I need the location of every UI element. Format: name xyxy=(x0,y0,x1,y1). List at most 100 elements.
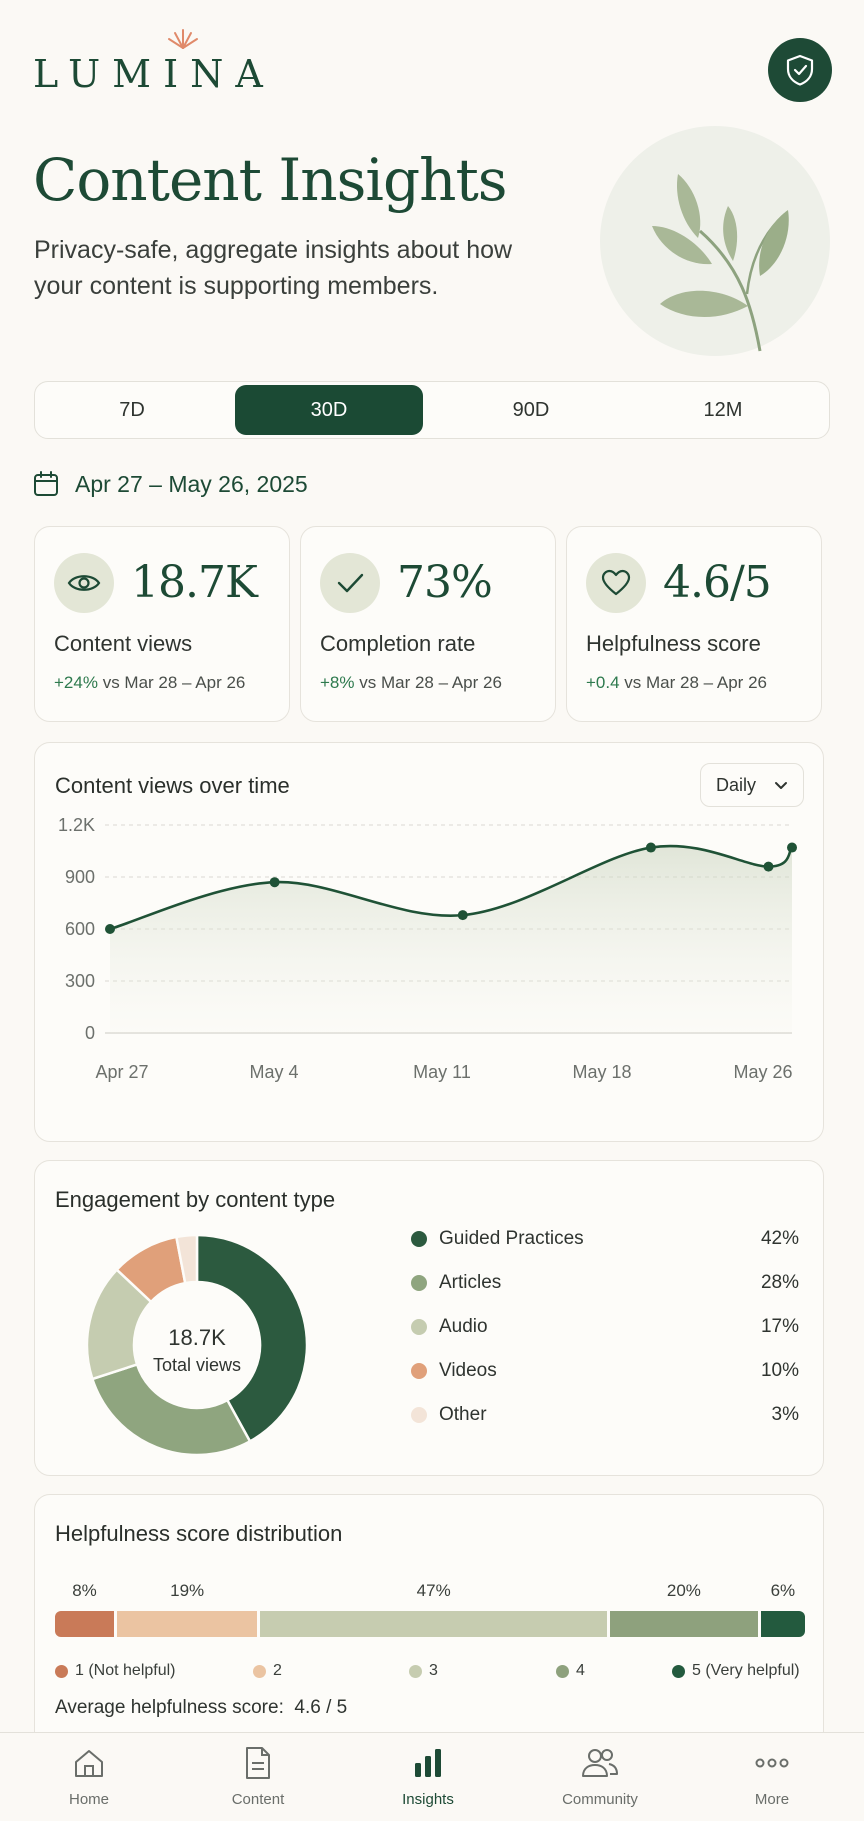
legend-item: Audio 17% xyxy=(411,1312,799,1342)
legend-dot xyxy=(411,1407,427,1423)
legend-label: 1 (Not helpful) xyxy=(75,1662,176,1679)
x-tick-label: May 26 xyxy=(733,1062,792,1082)
legend-percent: 17% xyxy=(760,1316,799,1337)
score-legend-item: 2 xyxy=(253,1659,282,1683)
x-tick-label: May 11 xyxy=(413,1062,471,1082)
score-segment-2[interactable] xyxy=(117,1611,258,1637)
legend-label: 4 xyxy=(576,1662,585,1679)
data-point[interactable] xyxy=(105,924,115,934)
donut-center-label: Total views xyxy=(153,1355,241,1375)
score-percent: 8% xyxy=(72,1581,97,1600)
legend-dot xyxy=(411,1231,427,1247)
nav-home[interactable]: Home xyxy=(29,1743,149,1819)
y-tick-label: 0 xyxy=(85,1023,95,1043)
calendar-icon xyxy=(34,471,58,496)
kpi-label: Content views xyxy=(54,631,193,656)
bar-chart-icon xyxy=(415,1749,441,1777)
score-percent: 6% xyxy=(770,1581,796,1600)
page-subtitle: Privacy-safe, aggregate insights about h… xyxy=(34,236,513,300)
legend-label: Guided Practices xyxy=(439,1228,584,1249)
kpi-completion-rate: 73% Completion rate +8% vs Mar 28 – Apr … xyxy=(300,526,556,722)
nav-more[interactable]: More xyxy=(712,1743,832,1819)
legend-percent: 10% xyxy=(760,1360,799,1381)
data-point[interactable] xyxy=(645,842,656,853)
engagement-title: Engagement by content type xyxy=(55,1187,336,1212)
legend-dot xyxy=(411,1363,427,1379)
eye-icon xyxy=(54,553,114,613)
helpfulness-title: Helpfulness score distribution xyxy=(55,1521,343,1546)
tab-90d[interactable]: 90D xyxy=(512,398,550,421)
views-over-time-card: Content views over time Daily 0 300 600 900… xyxy=(34,742,824,1142)
data-point[interactable] xyxy=(763,861,774,872)
data-point[interactable] xyxy=(457,910,468,921)
page-title: Content Insights xyxy=(33,146,508,214)
y-tick-label: 900 xyxy=(65,867,95,887)
score-legend-item: 5 (Very helpful) xyxy=(672,1659,800,1683)
donut-center-value: 18.7K xyxy=(168,1325,226,1350)
legend-label: Audio xyxy=(439,1316,488,1337)
legend-label: Other xyxy=(439,1404,487,1425)
tab-7d[interactable]: 7D xyxy=(119,398,145,421)
y-tick-label: 1.2K xyxy=(58,815,95,835)
legend-percent: 28% xyxy=(760,1272,799,1293)
score-segment-1[interactable] xyxy=(55,1611,115,1637)
kpi-delta: +8% vs Mar 28 – Apr 26 xyxy=(320,673,502,692)
score-segment-5[interactable] xyxy=(760,1611,805,1637)
donut-slice-articles[interactable] xyxy=(90,1362,252,1457)
date-range[interactable]: Apr 27 – May 26, 2025 xyxy=(33,466,308,502)
document-icon xyxy=(246,1747,270,1779)
tab-12m[interactable]: 12M xyxy=(703,398,743,421)
legend-item: Other 3% xyxy=(411,1400,799,1430)
engagement-donut: 18.7K Total views xyxy=(85,1233,309,1457)
views-area xyxy=(110,846,792,1033)
score-segment-3[interactable] xyxy=(260,1611,608,1637)
leaf-branch-icon xyxy=(652,174,789,352)
score-percent: 47% xyxy=(416,1581,451,1600)
more-icon xyxy=(755,1758,789,1768)
donut-slice-guided-practices[interactable] xyxy=(195,1233,309,1444)
legend-dot xyxy=(411,1275,427,1291)
data-point[interactable] xyxy=(787,842,797,853)
engagement-card: Engagement by content type 18.7K Total v… xyxy=(34,1160,824,1476)
kpi-content-views: 18.7K Content views +24% vs Mar 28 – Apr… xyxy=(34,526,290,722)
y-tick-label: 600 xyxy=(65,919,95,939)
legend-dot xyxy=(672,1664,685,1678)
nav-content[interactable]: Content xyxy=(198,1743,318,1819)
nav-label: Home xyxy=(68,1791,109,1808)
kpi-value: 18.7K xyxy=(131,557,258,608)
score-segment-4[interactable] xyxy=(610,1611,758,1637)
chart-title: Content views over time xyxy=(55,773,290,798)
kpi-value: 4.6/5 xyxy=(663,557,772,608)
score-legend-item: 3 xyxy=(409,1659,438,1683)
kpi-value: 73% xyxy=(397,557,493,608)
legend-item: Articles 28% xyxy=(411,1268,799,1298)
kpi-helpfulness-score: 4.6/5 Helpfulness score +0.4 vs Mar 28 –… xyxy=(566,526,822,722)
nav-label: Content xyxy=(231,1791,285,1808)
legend-label: Articles xyxy=(439,1272,502,1293)
time-range-selector: 7D 30D 90D 12M xyxy=(34,381,830,439)
x-tick-label: May 18 xyxy=(572,1062,631,1082)
legend-dot xyxy=(253,1664,266,1678)
legend-label: 2 xyxy=(273,1662,282,1679)
legend-item: Guided Practices 42% xyxy=(411,1224,799,1254)
heart-icon xyxy=(586,553,646,613)
legend-percent: 3% xyxy=(771,1404,799,1425)
donut-slice-other[interactable] xyxy=(174,1233,199,1285)
nav-label: Community xyxy=(562,1791,638,1808)
legend-dot xyxy=(556,1664,569,1678)
nav-insights[interactable]: Insights xyxy=(368,1743,488,1819)
y-tick-label: 300 xyxy=(65,971,95,991)
granularity-value: Daily xyxy=(716,774,757,795)
brand-name: LUMINA xyxy=(33,52,275,96)
granularity-dropdown[interactable]: Daily xyxy=(700,763,804,807)
date-range-text: Apr 27 – May 26, 2025 xyxy=(75,470,308,497)
privacy-shield-button[interactable] xyxy=(768,38,832,102)
score-percent: 20% xyxy=(666,1581,701,1600)
tab-30d[interactable]: 30D xyxy=(235,385,423,435)
nav-community[interactable]: Community xyxy=(540,1743,660,1819)
legend-percent: 42% xyxy=(760,1228,799,1249)
kpi-delta: +24% vs Mar 28 – Apr 26 xyxy=(54,673,246,692)
data-point[interactable] xyxy=(269,877,280,888)
score-percent: 19% xyxy=(170,1581,205,1600)
